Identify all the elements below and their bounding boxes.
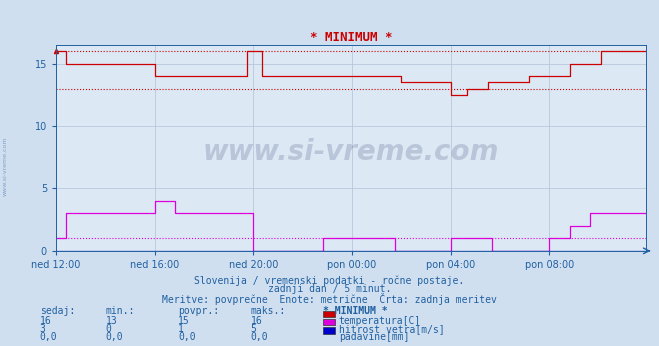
Text: temperatura[C]: temperatura[C] <box>339 316 421 326</box>
Text: 0: 0 <box>105 324 111 334</box>
Text: povpr.:: povpr.: <box>178 306 219 316</box>
Text: Meritve: povprečne  Enote: metrične  Črta: zadnja meritev: Meritve: povprečne Enote: metrične Črta:… <box>162 293 497 306</box>
Text: 0,0: 0,0 <box>40 332 57 342</box>
Text: 0,0: 0,0 <box>250 332 268 342</box>
Text: maks.:: maks.: <box>250 306 285 316</box>
Text: zadnji dan / 5 minut.: zadnji dan / 5 minut. <box>268 284 391 294</box>
Title: * MINIMUM *: * MINIMUM * <box>310 31 392 44</box>
Text: * MINIMUM *: * MINIMUM * <box>323 306 387 316</box>
Text: 0,0: 0,0 <box>178 332 196 342</box>
Text: Slovenija / vremenski podatki - ročne postaje.: Slovenija / vremenski podatki - ročne po… <box>194 275 465 285</box>
Text: padavine[mm]: padavine[mm] <box>339 332 409 342</box>
Text: sedaj:: sedaj: <box>40 306 74 316</box>
Text: 1: 1 <box>178 324 184 334</box>
Text: min.:: min.: <box>105 306 135 316</box>
Text: 16: 16 <box>40 316 51 326</box>
Text: hitrost vetra[m/s]: hitrost vetra[m/s] <box>339 324 444 334</box>
Text: 15: 15 <box>178 316 190 326</box>
Text: 3: 3 <box>40 324 45 334</box>
Text: 0,0: 0,0 <box>105 332 123 342</box>
Text: 13: 13 <box>105 316 117 326</box>
Text: 5: 5 <box>250 324 256 334</box>
Text: www.si-vreme.com: www.si-vreme.com <box>3 136 8 196</box>
Text: 16: 16 <box>250 316 262 326</box>
Text: www.si-vreme.com: www.si-vreme.com <box>203 138 499 166</box>
